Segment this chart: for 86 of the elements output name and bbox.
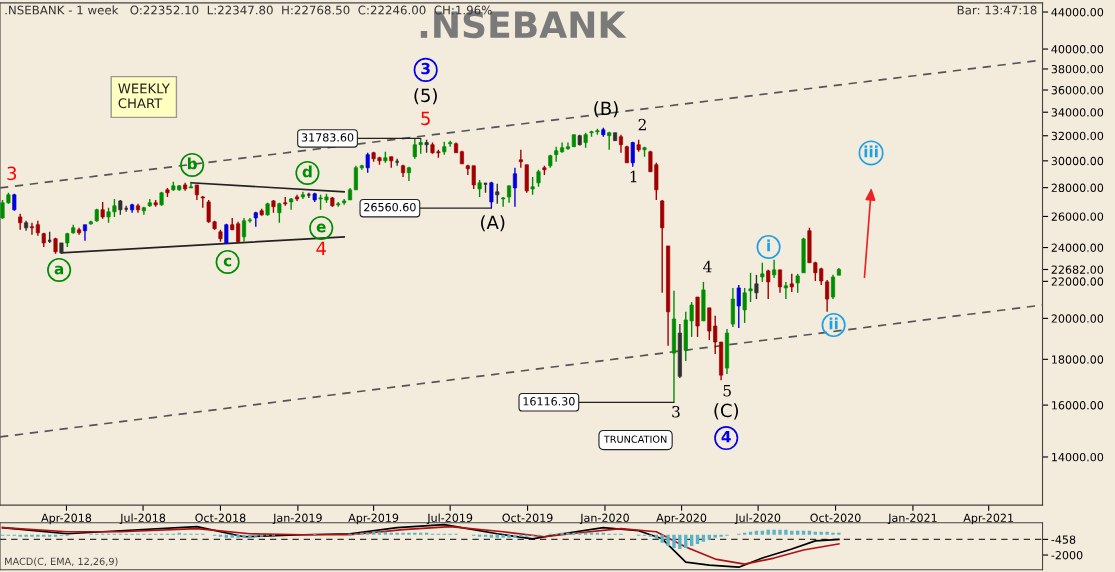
x-tick-label: Oct-2020 — [810, 513, 861, 523]
candlestick — [777, 269, 783, 294]
candlestick — [29, 222, 35, 236]
annotation: (C) — [714, 403, 739, 420]
y-tick-label: -458 — [1051, 535, 1076, 544]
candlestick — [365, 152, 370, 174]
candlestick — [188, 181, 194, 189]
candlestick — [495, 183, 500, 205]
candlestick — [518, 149, 523, 169]
y-tick-label: -2000 — [1051, 551, 1083, 560]
candlestick — [766, 269, 771, 300]
candlestick — [736, 284, 741, 329]
y-tick-label: 22000.00 — [1051, 277, 1104, 286]
annotation: (B) — [594, 101, 618, 118]
annotation: 3 — [672, 405, 680, 418]
y-tick-label: 18000.00 — [1052, 355, 1104, 364]
x-tick-label: Apr-2019 — [348, 513, 399, 525]
annotation: ii — [829, 317, 838, 330]
candlestick — [618, 133, 623, 154]
x-tick-label: Apr-2018 — [41, 513, 92, 525]
candlestick — [742, 287, 747, 324]
annotation: 5 — [421, 111, 430, 126]
y-tick-label: 24000.00 — [1051, 243, 1104, 252]
annotation: 4 — [721, 431, 731, 443]
annotation: (5) — [414, 88, 437, 105]
annotation: 31783.60 — [301, 133, 354, 142]
candlestick — [754, 274, 759, 300]
annotation: b — [187, 157, 197, 170]
x-tick-label: Apr-2021 — [963, 513, 1014, 525]
y-tick-label: 34000.00 — [1051, 108, 1104, 117]
candlestick — [394, 158, 400, 167]
candlestick — [795, 273, 800, 294]
annotation: 2 — [638, 118, 646, 131]
candlestick — [783, 281, 788, 300]
annotation: WEEKLY CHART — [118, 83, 170, 109]
annotation: 5 — [723, 385, 731, 397]
candlestick — [82, 224, 88, 242]
y-tick-label: 16000.00 — [1052, 401, 1104, 410]
annotation: (A) — [481, 215, 505, 232]
annotation: 1 — [630, 170, 637, 183]
x-tick-label: Oct-2018 — [195, 513, 246, 523]
candlestick — [789, 273, 794, 293]
text: MACD(C, EMA, 12,26,9) — [5, 557, 118, 567]
candlestick — [241, 217, 247, 243]
candlestick — [489, 181, 494, 209]
y-tick-label: 26000.00 — [1051, 212, 1104, 221]
annotation: 26560.60 — [364, 202, 416, 212]
x-tick-label: Jul-2019 — [426, 513, 473, 525]
y-tick-label: 28000.00 — [1051, 183, 1104, 193]
annotation: a — [54, 265, 64, 275]
candlestick — [772, 259, 777, 279]
candlestick — [448, 139, 453, 148]
x-tick-label: Oct-2019 — [502, 513, 553, 523]
annotation: 16116.30 — [523, 397, 575, 406]
candlestick — [830, 274, 836, 300]
y-tick-label: 40000.00 — [1051, 45, 1104, 54]
annotation: 3 — [7, 166, 17, 181]
annotation: 4 — [703, 260, 712, 273]
candlestick — [630, 140, 635, 168]
candlestick — [512, 167, 517, 208]
x-tick-label: Jan-2020 — [579, 513, 629, 525]
annotation: 4 — [316, 241, 326, 255]
y-tick-label: 20000.00 — [1051, 314, 1104, 323]
x-tick-label: Jan-2019 — [272, 513, 322, 525]
candlestick — [748, 272, 753, 303]
annotation: 3 — [421, 62, 430, 75]
y-tick-label: 14000.00 — [1052, 452, 1104, 462]
annotation: Bar: 13:47:18 — [957, 5, 1037, 15]
y-tick-label: 44000.00 — [1051, 8, 1104, 17]
x-tick-label: Jan-2021 — [887, 513, 937, 525]
y-tick-label: 38000.00 — [1051, 64, 1104, 74]
candlestick — [607, 131, 612, 151]
annotation: i — [767, 239, 770, 252]
y-tick-label: 22682.00 — [1051, 265, 1104, 274]
x-tick-label: Jul-2018 — [119, 513, 166, 525]
y-tick-label: 32000.00 — [1051, 131, 1104, 141]
annotation: e — [316, 223, 326, 233]
candlestick — [760, 262, 765, 283]
y-tick-label: 30000.00 — [1051, 156, 1104, 166]
annotation: iii — [864, 145, 878, 158]
x-tick-label: Jul-2020 — [734, 513, 781, 525]
annotation: TRUNCATION — [603, 435, 667, 443]
annotation: d — [302, 165, 312, 178]
x-tick-label: Apr-2020 — [656, 513, 707, 525]
annotation: c — [223, 257, 232, 267]
y-tick-label: 36000.00 — [1051, 85, 1104, 95]
